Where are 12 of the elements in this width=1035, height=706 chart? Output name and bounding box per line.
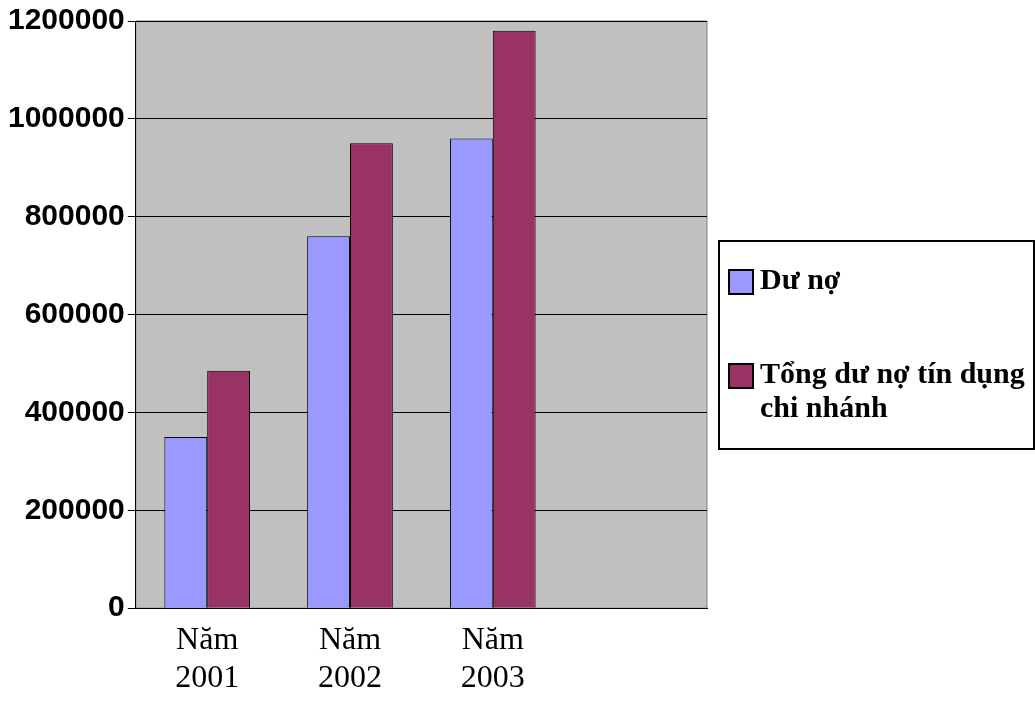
legend-label: Dư nợ: [760, 262, 841, 296]
x-tick-label: Năm 2001: [175, 619, 240, 695]
x-tick-label: Năm 2003: [460, 619, 525, 695]
legend-label: Tổng dư nợ tín dụng chi nhánh: [760, 356, 1026, 424]
y-tick-label: 200000: [24, 491, 125, 525]
y-tick-label: 600000: [24, 295, 125, 329]
x-tick-label: Năm 2002: [317, 619, 382, 695]
y-tick-label: 0: [108, 589, 125, 623]
y-tick-label: 800000: [24, 198, 125, 231]
y-tick-label: 1000000: [8, 100, 125, 134]
y-tick-label: 400000: [24, 393, 125, 427]
y-tick-label: 1200000: [8, 2, 125, 36]
